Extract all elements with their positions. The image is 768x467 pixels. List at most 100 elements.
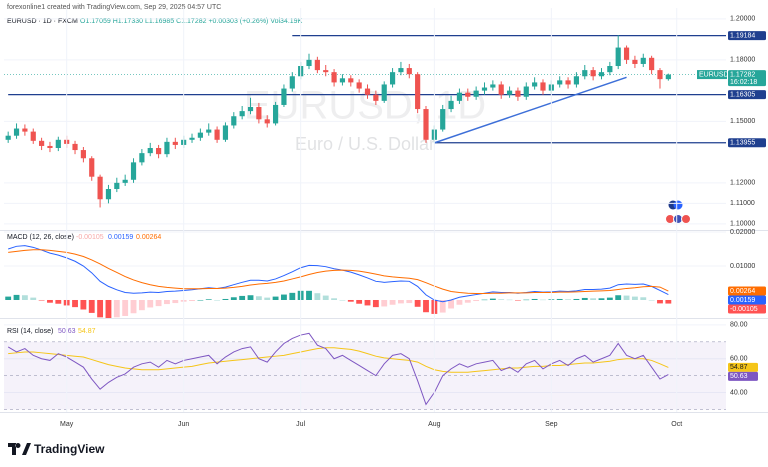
candle-body <box>97 176 103 200</box>
rsi-value-box <box>728 371 758 381</box>
y-tick-label: 60.00 <box>730 356 748 363</box>
watermark-subtitle: Euro / U.S. Dollar <box>295 134 435 154</box>
histogram-bar <box>122 299 129 316</box>
candle-body <box>398 68 404 73</box>
candle-body <box>214 129 220 140</box>
candle-body <box>515 90 521 97</box>
candle-body <box>323 70 329 73</box>
y-tick-label: 80.00 <box>730 322 748 329</box>
histogram-bar <box>347 299 354 302</box>
histogram-bar <box>230 297 237 300</box>
histogram-bar <box>398 299 404 304</box>
histogram-bar <box>21 295 28 300</box>
candle-body <box>189 137 195 140</box>
histogram-bar <box>481 299 488 301</box>
histogram-bar <box>214 299 221 301</box>
macd-value-box <box>728 295 766 305</box>
histogram-bar <box>657 299 663 304</box>
candle-body <box>481 87 488 91</box>
histogram-bar <box>197 299 204 301</box>
candle-body <box>331 72 337 83</box>
candle-body <box>356 82 362 89</box>
histogram-bar <box>389 299 396 305</box>
histogram-bar <box>164 299 170 305</box>
candle-body <box>657 70 663 80</box>
histogram-bar <box>448 299 454 309</box>
candle-body <box>573 76 580 85</box>
candle-body <box>114 182 120 190</box>
last-price: 1.17282 <box>730 71 755 78</box>
histogram-bar <box>80 299 87 310</box>
candle-body <box>406 68 412 75</box>
y-tick-label: 1.10000 <box>730 221 755 228</box>
histogram-bar <box>665 299 672 304</box>
candle-body <box>582 70 588 77</box>
ma-value-box <box>728 362 758 372</box>
macd-title: MACD (12, 26, close) <box>7 234 74 241</box>
histogram-bar <box>581 297 588 300</box>
candle-body <box>105 189 112 200</box>
candle-body <box>47 145 53 149</box>
candle-body <box>523 86 529 97</box>
histogram-bar <box>314 293 321 300</box>
histogram-bar <box>590 298 597 300</box>
candle-body <box>256 107 262 120</box>
candle-body <box>306 59 312 67</box>
y-tick-label: 1.18000 <box>730 57 755 64</box>
histogram-bar <box>615 295 622 300</box>
candle-body <box>348 78 354 83</box>
credit: forexonline1 created with TradingView.co… <box>7 4 221 11</box>
histogram-bar <box>5 296 12 300</box>
news-icon <box>673 200 683 210</box>
candle-body <box>415 74 421 110</box>
candle-body <box>222 125 229 140</box>
histogram-bar <box>331 298 338 300</box>
candle-body <box>590 70 596 77</box>
symbol-tag-box <box>697 70 727 80</box>
histogram-bar <box>464 299 471 303</box>
histogram-bar <box>514 299 521 301</box>
candle-body <box>247 107 254 112</box>
level-label-box <box>728 31 766 41</box>
histogram-bar <box>255 296 262 300</box>
histogram-bar <box>598 298 605 300</box>
candle-body <box>272 104 279 124</box>
x-tick-label: Jul <box>296 421 305 428</box>
candle-body <box>532 82 538 87</box>
histogram-bar <box>414 299 421 307</box>
candle-body <box>172 141 178 145</box>
candle-body <box>281 88 287 105</box>
histogram-bar <box>38 299 45 301</box>
histogram-bar <box>289 292 296 300</box>
y-tick-label: 1.15000 <box>730 118 755 125</box>
histogram-bar <box>339 299 346 301</box>
candle-body <box>22 128 28 132</box>
histogram-bar <box>88 299 95 313</box>
signal-line <box>8 249 669 295</box>
candle-body <box>164 141 170 155</box>
histogram-bar <box>640 297 647 300</box>
candle-body <box>89 158 95 177</box>
macd-legend: 0.00159 <box>108 234 133 241</box>
histogram-bar <box>138 299 145 311</box>
trendline <box>434 76 627 144</box>
histogram-bar <box>47 299 53 303</box>
macd-value-text: 0.00159 <box>730 297 755 304</box>
candle-body <box>607 66 613 73</box>
candle-body <box>13 128 20 136</box>
histogram-bar <box>565 299 571 300</box>
histogram-bar <box>556 298 563 300</box>
histogram-bar <box>205 299 212 300</box>
histogram-bar <box>147 299 154 308</box>
candle-body <box>339 78 346 83</box>
histogram-bar <box>264 297 271 300</box>
rsi-ma-line <box>8 347 669 373</box>
histogram-bar <box>372 299 379 308</box>
histogram-bar <box>13 294 20 300</box>
histogram-bar <box>606 297 613 300</box>
candle-body <box>206 129 212 133</box>
histogram-bar <box>523 299 530 301</box>
countdown: 16:02:18 <box>730 79 757 86</box>
